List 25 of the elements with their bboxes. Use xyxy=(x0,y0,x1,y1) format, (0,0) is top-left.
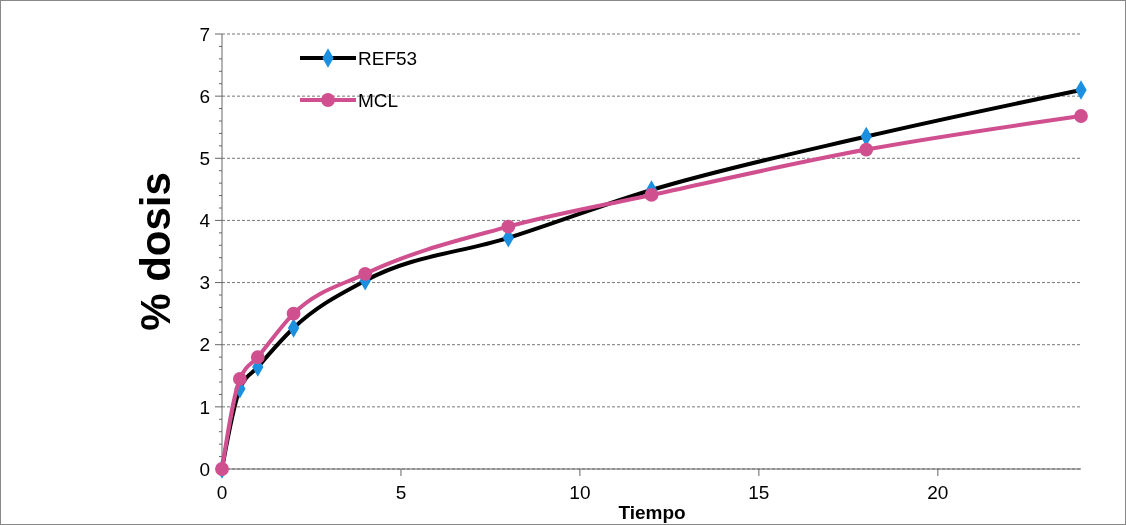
y-tick-label: 4 xyxy=(199,210,211,232)
y-tick-label: 7 xyxy=(199,23,210,45)
y-tick-label: 3 xyxy=(199,272,210,294)
point xyxy=(501,219,516,234)
y-tick-label: 5 xyxy=(199,147,210,169)
point xyxy=(859,142,874,157)
x-tick-label: 20 xyxy=(927,482,949,503)
point xyxy=(250,350,265,365)
point xyxy=(286,306,301,321)
x-tick-label: 0 xyxy=(216,482,228,503)
x-tick-label: 5 xyxy=(395,482,407,503)
y-tick-label: 1 xyxy=(199,396,210,418)
x-axis-title: Tiempo xyxy=(618,502,686,523)
point xyxy=(232,372,247,386)
y-tick-label: 6 xyxy=(199,85,210,107)
point xyxy=(358,266,373,281)
x-tick-label: 10 xyxy=(569,482,591,503)
y-axis-title: % dosis xyxy=(132,172,179,331)
point xyxy=(1074,109,1088,123)
legend-label: MCL xyxy=(358,89,399,111)
y-tick-label: 2 xyxy=(199,334,210,356)
point xyxy=(644,188,659,202)
legend-label: REF53 xyxy=(358,47,418,69)
y-tick-label: 0 xyxy=(199,458,210,480)
x-tick-label: 15 xyxy=(748,482,770,503)
